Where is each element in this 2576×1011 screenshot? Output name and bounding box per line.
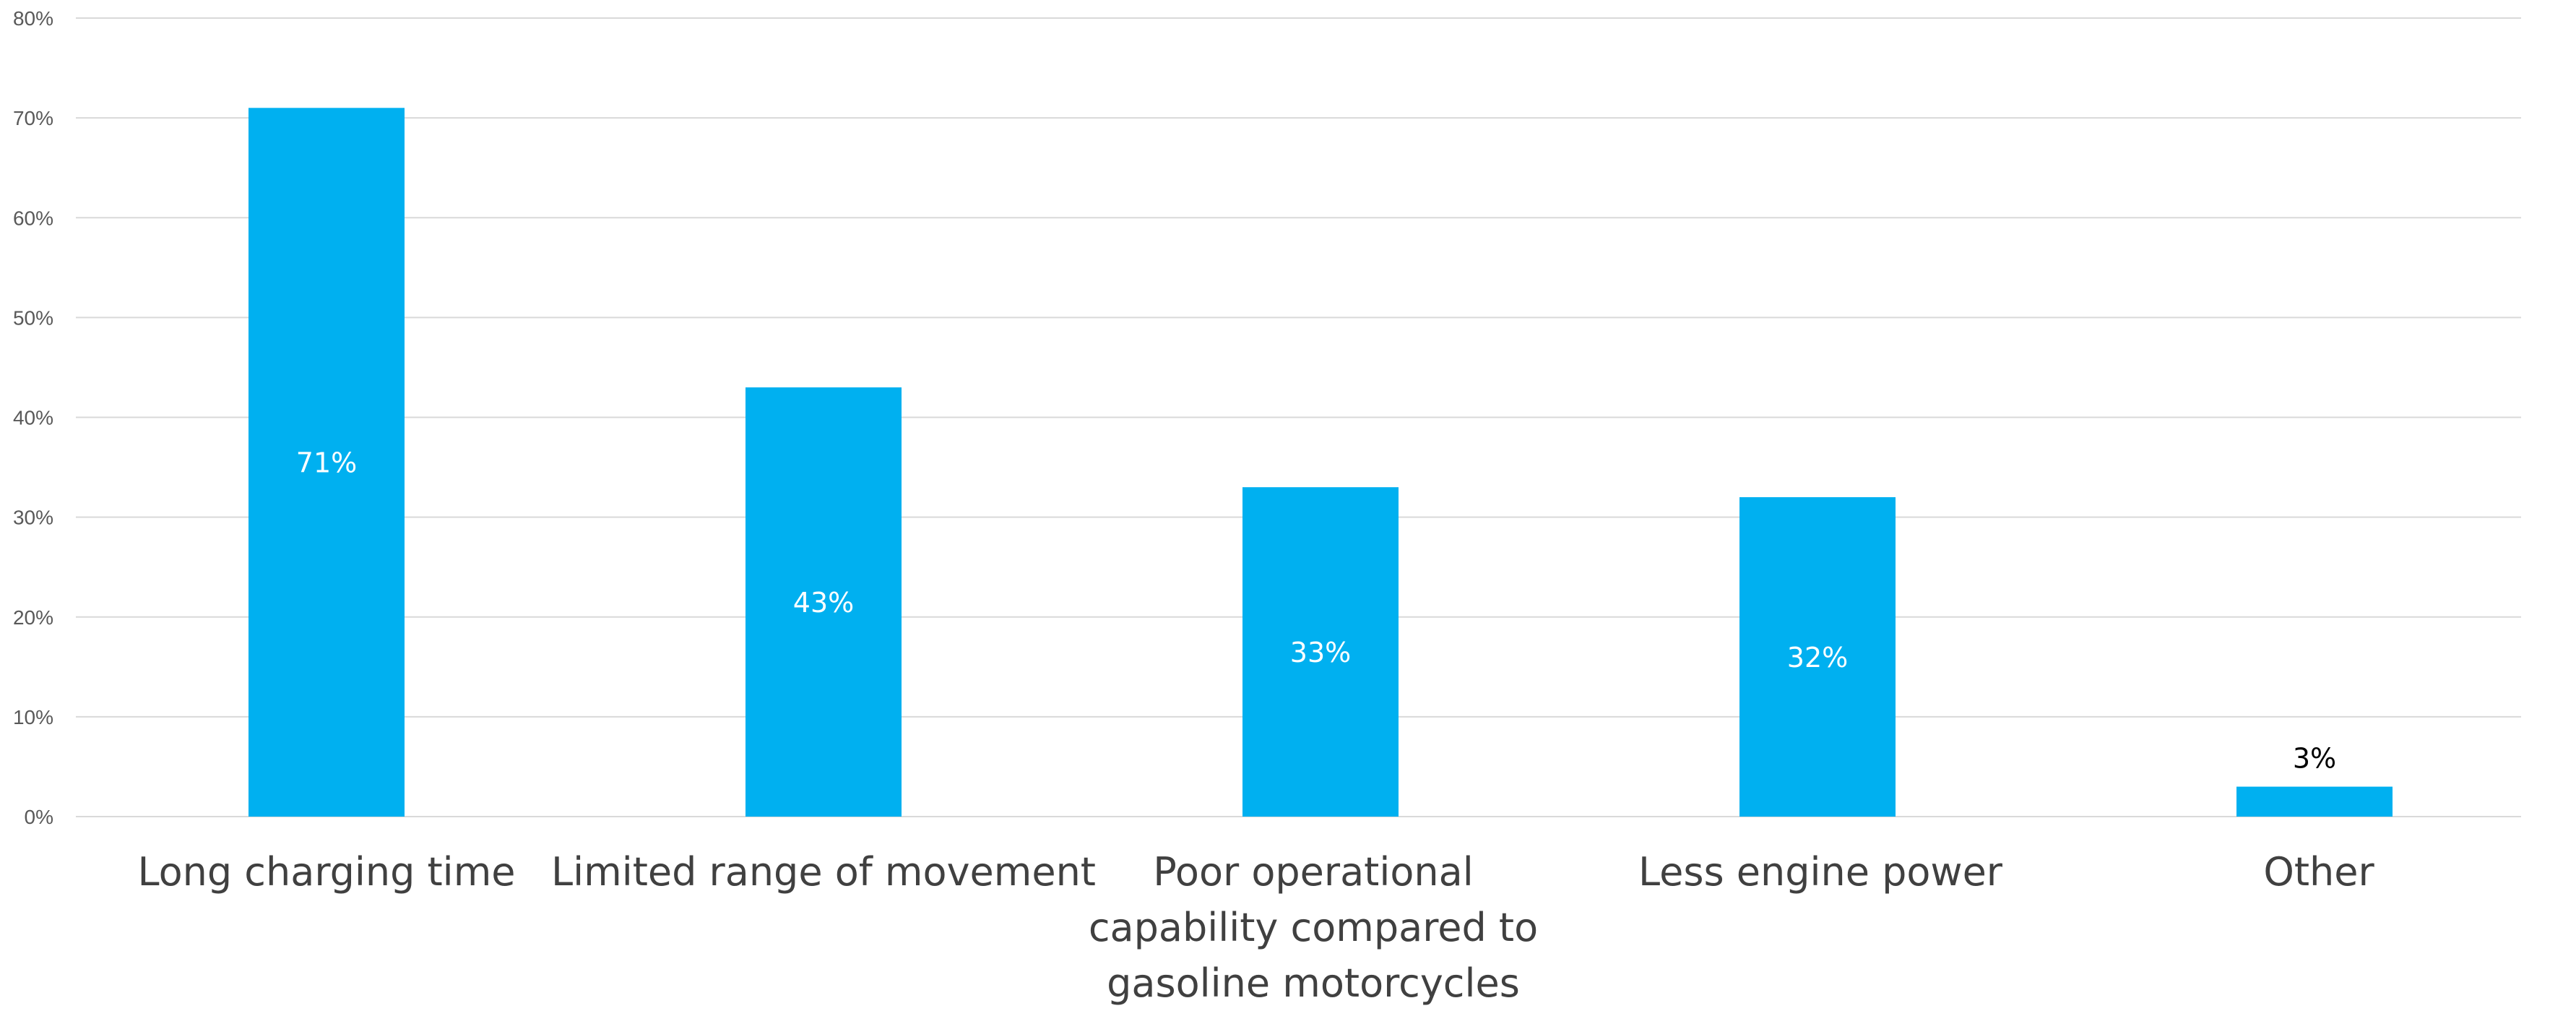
bar — [1242, 487, 1399, 817]
y-tick-label: 50% — [13, 306, 53, 329]
data-label: 43% — [793, 587, 854, 619]
data-label: 3% — [2293, 743, 2336, 775]
data-label: 71% — [296, 447, 357, 479]
bar — [2236, 786, 2393, 817]
y-tick-label: 80% — [13, 7, 53, 30]
bar — [745, 387, 902, 817]
data-label: 33% — [1290, 637, 1351, 668]
y-tick-label: 60% — [13, 207, 53, 229]
y-tick-label: 30% — [13, 507, 53, 529]
x-tick-label: Other — [2263, 849, 2374, 895]
data-label: 32% — [1787, 642, 1848, 674]
y-tick-label: 70% — [13, 107, 53, 129]
x-tick-label: Long charging time — [137, 849, 516, 895]
y-tick-label: 0% — [25, 806, 53, 828]
x-tick-label: Poor operational capability compared to … — [1088, 849, 1539, 1006]
x-tick-label: Less engine power — [1638, 849, 2003, 895]
y-tick-label: 40% — [13, 407, 53, 429]
bar — [248, 108, 405, 817]
y-tick-label: 10% — [13, 706, 53, 728]
bar — [1739, 497, 1896, 817]
x-tick-label: Limited range of movement — [551, 849, 1096, 895]
y-tick-label: 20% — [13, 606, 53, 629]
